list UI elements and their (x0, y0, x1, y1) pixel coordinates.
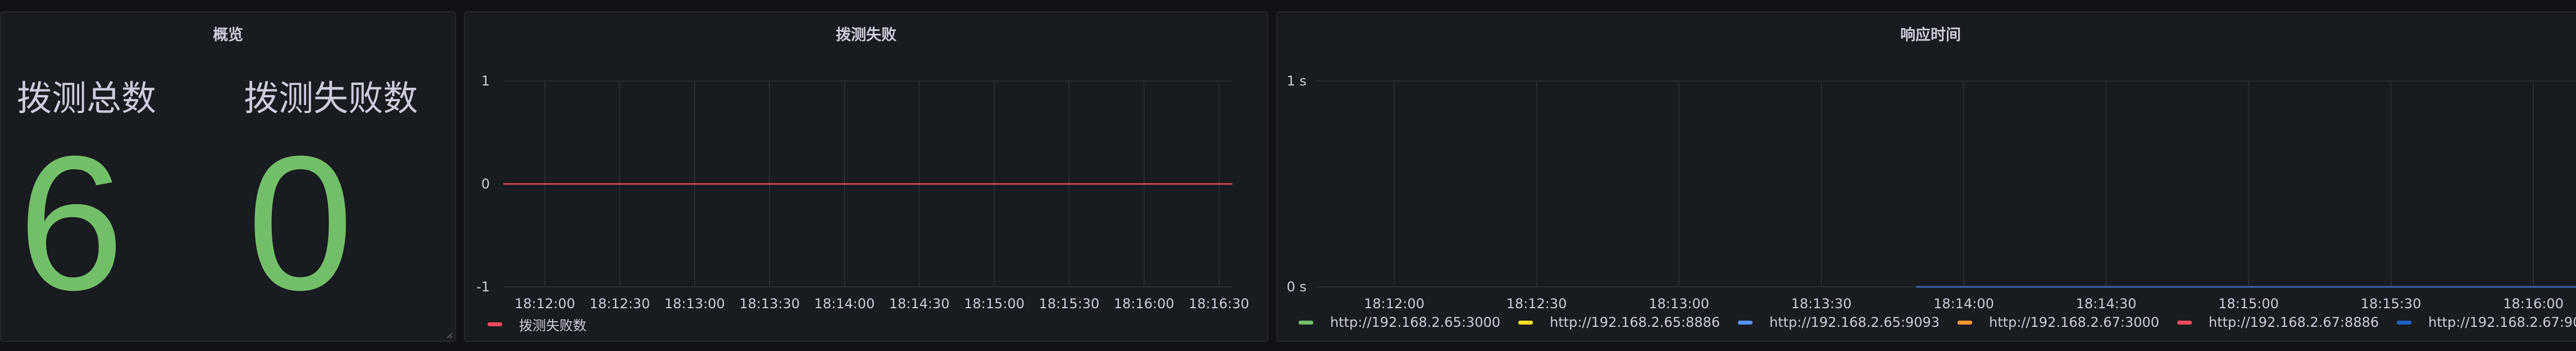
legend-swatch (1958, 321, 1972, 325)
legend-label: 拨测失败数 (519, 314, 586, 334)
legend-label: http://192.168.2.67:8886 (2209, 314, 2379, 330)
x-tick-label: 18:14:30 (889, 296, 950, 312)
y-tick-label: 1 (481, 73, 490, 89)
legend-item[interactable]: http://192.168.2.65:8886 (1518, 314, 1720, 330)
x-tick-label: 18:16:00 (2503, 296, 2564, 312)
legend-item[interactable]: http://192.168.2.65:3000 (1299, 314, 1500, 330)
legend-item[interactable]: 拨测失败数 (488, 314, 586, 334)
stat-failed-label: 拨测失败数 (244, 70, 418, 120)
legend-item[interactable]: http://192.168.2.67:3000 (1958, 314, 2159, 330)
x-tick-label: 18:15:30 (2361, 296, 2422, 312)
legend-swatch (1518, 321, 1533, 325)
x-tick-label: 18:15:00 (964, 296, 1025, 312)
legend-label: http://192.168.2.65:9093 (1769, 314, 1940, 330)
legend-label: http://192.168.2.65:8886 (1550, 314, 1720, 330)
legend-item[interactable]: http://192.168.2.67:8886 (2177, 314, 2379, 330)
legend-item[interactable]: http://192.168.2.65:9093 (1738, 314, 1940, 330)
legend-item[interactable]: http://192.168.2.67:9093 (2397, 314, 2576, 330)
failures-legend: 拨测失败数 (488, 314, 586, 334)
overview-panel[interactable]: 概览 拨测总数 6 拨测失败数 0 (0, 11, 456, 342)
y-tick-label: 0 s (1287, 279, 1307, 295)
failures-panel[interactable]: 拨测失败 1 0 -1 18:12:00 18:12:30 18:13:00 18:13:3… (464, 11, 1268, 342)
x-tick-label: 18:14:00 (1933, 296, 1994, 312)
y-tick-label: 0 (481, 176, 490, 192)
x-tick-label: 18:13:00 (665, 296, 725, 312)
x-tick-label: 18:12:30 (589, 296, 650, 312)
latency-legend: http://192.168.2.65:3000 http://192.168.… (1299, 314, 2576, 330)
x-tick-label: 18:14:00 (814, 296, 875, 312)
x-tick-label: 18:13:30 (1791, 296, 1852, 312)
x-tick-label: 18:14:30 (2076, 296, 2137, 312)
legend-swatch (1738, 321, 1753, 325)
x-tick-label: 18:13:30 (739, 296, 800, 312)
stat-total-label: 拨测总数 (17, 70, 156, 120)
x-tick-label: 18:15:30 (1039, 296, 1099, 312)
legend-swatch (2397, 321, 2411, 325)
legend-swatch (1299, 321, 1313, 325)
y-tick-label: 1 s (1287, 73, 1307, 89)
x-tick-label: 18:15:00 (2218, 296, 2279, 312)
latency-panel-title[interactable]: 响应时间 (1277, 22, 2576, 44)
legend-label: http://192.168.2.67:9093 (2428, 314, 2576, 330)
x-tick-label: 18:12:30 (1507, 296, 1567, 312)
overview-panel-title[interactable]: 概览 (1, 22, 455, 44)
legend-label: http://192.168.2.67:3000 (1989, 314, 2159, 330)
legend-swatch (2177, 321, 2192, 325)
stat-total-value: 6 (18, 128, 124, 319)
y-tick-label: -1 (476, 279, 490, 295)
failures-panel-title[interactable]: 拨测失败 (465, 22, 1267, 44)
failures-chart: 1 0 -1 18:12:00 18:12:30 18:13:00 18:13:30 18:1… (465, 52, 1267, 322)
x-tick-label: 18:12:00 (1364, 296, 1424, 312)
x-tick-label: 18:16:30 (1189, 296, 1249, 312)
x-tick-label: 18:16:00 (1114, 296, 1175, 312)
stat-failed-value: 0 (247, 128, 353, 319)
x-tick-label: 18:12:00 (515, 296, 575, 312)
legend-swatch (488, 322, 502, 326)
latency-panel[interactable]: 响应时间 1 s 0 s 18:12:00 18:12:30 18:13:00 18:13… (1276, 11, 2576, 342)
latency-chart: 1 s 0 s 18:12:00 18:12:30 18:13:00 18:13:30 18… (1277, 52, 2576, 322)
x-tick-label: 18:13:00 (1649, 296, 1709, 312)
resize-handle-icon[interactable] (445, 331, 453, 339)
legend-label: http://192.168.2.65:3000 (1330, 314, 1500, 330)
